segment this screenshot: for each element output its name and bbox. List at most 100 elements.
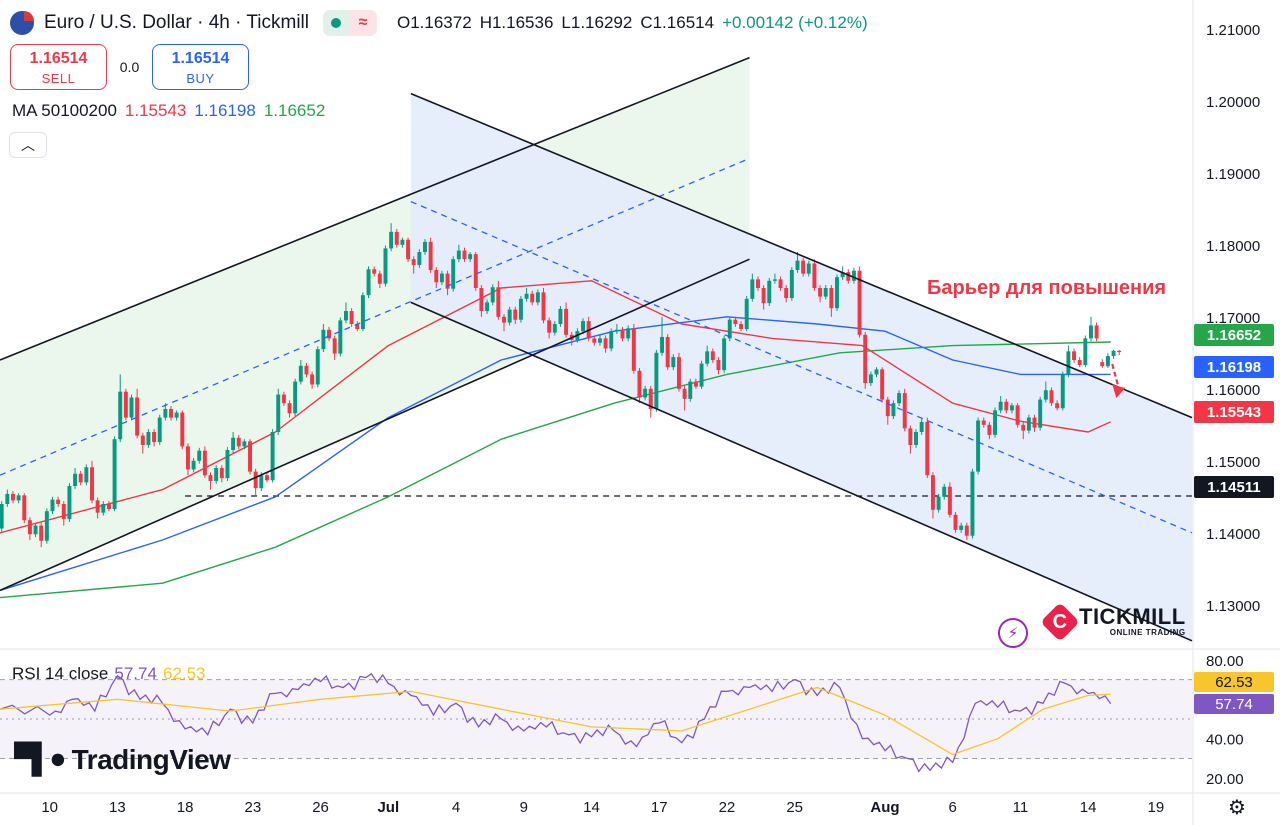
candle-body — [936, 496, 941, 510]
candle-body — [846, 272, 851, 281]
tickmill-tagline: ONLINE TRADING — [1109, 628, 1186, 637]
chart-header: Euro / U.S. Dollar · 4h · Tickmill ≈ O1.… — [10, 8, 868, 38]
time-tick-label: 9 — [520, 799, 528, 816]
candle-body — [671, 357, 676, 368]
buy-label: BUY — [186, 71, 215, 86]
candle-body — [727, 319, 732, 339]
price-tick-label: 1.14000 — [1206, 526, 1260, 543]
candle-body — [631, 328, 636, 371]
candle-body — [1004, 401, 1009, 411]
rsi-legend[interactable]: RSI 14 close 57.74 62.53 — [12, 664, 205, 684]
candle-body — [456, 250, 461, 260]
buy-button[interactable]: 1.16514 BUY — [152, 44, 249, 90]
candle-body — [180, 412, 185, 447]
ohlc-high: H1.16536 — [479, 13, 554, 32]
candle-body — [169, 408, 173, 418]
channel-descending-lower-line — [410, 301, 1193, 642]
candle-body — [767, 280, 772, 304]
candle-body — [112, 439, 117, 510]
candle-body — [1049, 390, 1054, 404]
candle-body — [558, 308, 563, 324]
candle-body — [468, 254, 473, 260]
candle-body — [428, 241, 433, 270]
arrow-down-icon — [1111, 363, 1126, 398]
candle-body — [829, 288, 834, 309]
ma50-price-tag: 1.15543 — [1194, 401, 1274, 423]
channel-lines[interactable] — [0, 56, 1193, 642]
candle-body — [152, 432, 157, 443]
rsi-tick-label: 80.00 — [1206, 653, 1244, 670]
candle-body — [327, 329, 332, 339]
candle-body — [219, 468, 224, 479]
candle-body — [998, 401, 1003, 411]
candle-body — [383, 248, 388, 284]
candle-body — [914, 432, 918, 445]
time-tick-label: 23 — [245, 799, 262, 816]
rsi-line — [0, 672, 1112, 773]
candle-body — [439, 273, 444, 283]
time-tick-label: 11 — [1013, 799, 1029, 816]
lightning-icon[interactable]: ⚡ — [998, 618, 1028, 648]
ohlc-close: C1.16514 — [640, 13, 715, 32]
candle-body — [101, 504, 106, 513]
candle-body — [518, 298, 523, 320]
candle-body — [614, 329, 619, 332]
chevron-up-icon: ︿ — [21, 137, 35, 153]
sell-button[interactable]: 1.16514 SELL — [10, 44, 107, 90]
ma-legend[interactable]: MA 50100200 1.15543 1.16198 1.16652 — [12, 101, 325, 121]
candle-body — [411, 259, 416, 265]
candle-body — [372, 269, 377, 274]
candle-body — [874, 369, 879, 375]
candle-body — [564, 308, 569, 335]
candle-body — [835, 277, 839, 309]
candle-body — [592, 338, 597, 343]
candle-body — [242, 441, 247, 447]
sell-label: SELL — [41, 71, 76, 86]
candle-body — [276, 394, 281, 432]
channel-descending-midline — [410, 201, 1193, 534]
ohlc-open: O1.16372 — [397, 13, 472, 32]
candle-body — [897, 393, 902, 404]
candle-body — [513, 309, 518, 320]
collapse-legend-button[interactable]: ︿ — [9, 132, 47, 158]
candle-body — [298, 365, 303, 382]
symbol-title[interactable]: Euro / U.S. Dollar · 4h · Tickmill — [44, 12, 309, 33]
time-tick-label: 26 — [312, 799, 329, 816]
channel-fills — [0, 57, 1192, 641]
rsi-value: 57.74 — [114, 664, 157, 683]
candle-body — [964, 525, 969, 536]
gear-icon[interactable]: ⚙ — [1228, 796, 1246, 819]
ma-line-ma200 — [0, 341, 1111, 599]
candle-body — [823, 288, 828, 297]
candle-body — [485, 302, 490, 312]
price-tick-label: 1.19000 — [1206, 166, 1260, 183]
candle-body — [355, 324, 360, 330]
candle-body — [947, 486, 952, 515]
candle-body — [394, 231, 399, 245]
trade-panel: 1.16514 SELL 0.0 1.16514 BUY — [10, 44, 249, 90]
candle-body — [851, 270, 856, 281]
ma50-value: 1.15543 — [124, 101, 187, 120]
market-status[interactable]: ≈ — [323, 10, 377, 36]
candle-body — [1060, 374, 1065, 409]
candle-body — [603, 338, 608, 349]
candle-body — [981, 420, 986, 425]
tradingview-logo[interactable]: ▀▌● TradingView — [14, 743, 231, 776]
candle-body — [423, 241, 427, 252]
candle-body — [665, 336, 670, 368]
candle-body — [908, 428, 913, 445]
candle-body — [462, 250, 467, 260]
candle-body — [106, 504, 111, 510]
ma-legend-label: MA 50100200 — [12, 101, 117, 120]
time-tick-label: 17 — [651, 799, 668, 816]
candle-body — [1009, 405, 1014, 411]
candle-body — [541, 292, 546, 321]
candle-body — [61, 504, 66, 520]
candle-body — [693, 381, 698, 387]
candle-body — [530, 293, 535, 303]
candle-body — [197, 450, 202, 461]
candle-body — [163, 408, 168, 418]
barrier-annotation[interactable]: Барьер для повышения — [927, 277, 1167, 299]
time-tick-label: Jul — [377, 799, 399, 816]
